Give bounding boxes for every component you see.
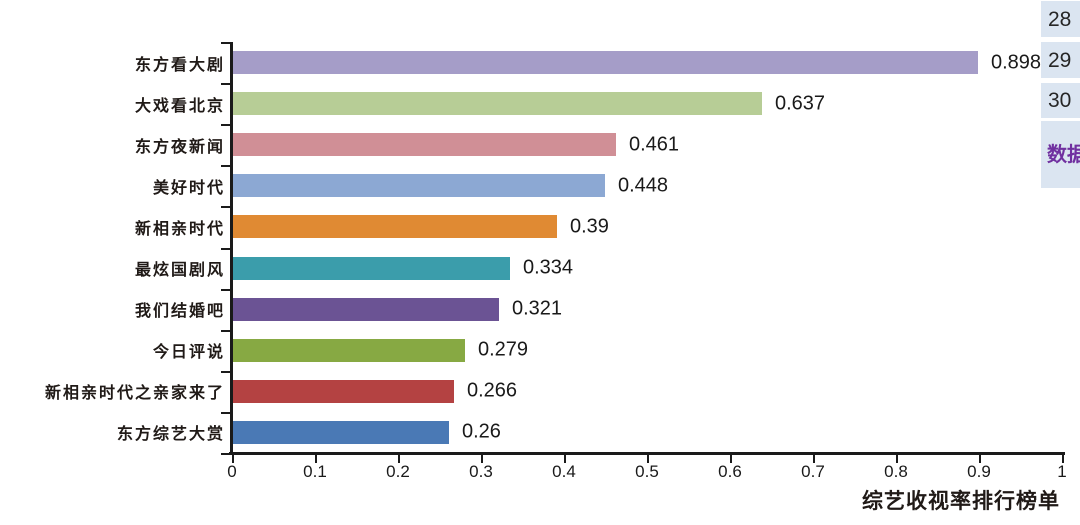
x-tick-label: 0.7 [801, 462, 825, 481]
x-tick-label: 0.8 [884, 462, 908, 481]
y-axis-tick [221, 42, 231, 44]
category-label: 东方夜新闻 [134, 138, 225, 156]
value-label: 0.321 [512, 297, 563, 320]
value-label: 0.461 [629, 133, 680, 156]
bar [233, 420, 449, 444]
category-label: 大戏看北京 [134, 97, 225, 115]
y-axis-tick [221, 165, 231, 167]
bar [233, 133, 616, 157]
y-axis-tick [221, 124, 231, 126]
bar [233, 174, 605, 198]
bar [233, 215, 557, 239]
x-axis-tick [232, 454, 234, 463]
x-tick-label: 0.5 [635, 462, 659, 481]
spreadsheet-cell[interactable]: 28 [1041, 1, 1080, 37]
y-axis-tick [221, 83, 231, 85]
x-axis-tick [315, 454, 317, 463]
x-axis-tick [979, 454, 981, 463]
category-label: 东方看大剧 [134, 56, 225, 74]
x-tick-label: 0.6 [718, 462, 742, 481]
x-tick-label: 0.4 [552, 462, 576, 481]
y-axis-tick [221, 206, 231, 208]
x-axis-title: 综艺收视率排行榜单 [862, 489, 1060, 513]
spreadsheet-cell-data-label[interactable]: 数据 [1041, 121, 1080, 188]
category-label: 最炫国剧风 [134, 262, 225, 280]
spreadsheet-strip: 28 29 30 数据 [1041, 0, 1080, 200]
category-label: 我们结婚吧 [134, 303, 225, 321]
category-label: 东方综艺大赏 [116, 426, 225, 444]
category-label: 新相亲时代 [134, 220, 225, 238]
bar [233, 297, 499, 321]
x-axis-tick [896, 454, 898, 463]
value-label: 0.26 [462, 420, 501, 443]
bar [233, 256, 510, 280]
y-axis-tick [221, 412, 231, 414]
x-axis-tick [813, 454, 815, 463]
x-tick-label: 0.9 [967, 462, 991, 481]
x-axis-tick [647, 454, 649, 463]
y-axis-line [230, 42, 233, 455]
value-label: 0.898 [991, 51, 1042, 74]
value-label: 0.279 [478, 338, 529, 361]
category-label: 新相亲时代之亲家来了 [44, 385, 225, 403]
y-axis-tick [221, 330, 231, 332]
bar [233, 92, 762, 116]
x-axis-tick [398, 454, 400, 463]
x-tick-label: 0 [227, 462, 237, 481]
x-axis-line [229, 452, 1065, 455]
x-tick-label: 0.3 [469, 462, 493, 481]
value-label: 0.334 [523, 256, 574, 279]
y-axis-tick [221, 453, 231, 455]
y-axis-tick [221, 289, 231, 291]
value-label: 0.448 [618, 174, 669, 197]
x-axis-tick [1062, 454, 1064, 463]
value-label: 0.266 [467, 379, 518, 402]
bar [233, 379, 454, 403]
y-axis-tick [221, 248, 231, 250]
bar [233, 51, 978, 75]
spreadsheet-cell[interactable]: 29 [1041, 42, 1080, 78]
x-axis-tick [481, 454, 483, 463]
x-axis-tick [564, 454, 566, 463]
x-axis-tick [730, 454, 732, 463]
value-label: 0.637 [775, 92, 826, 115]
bar [233, 338, 465, 362]
category-label: 美好时代 [152, 179, 225, 197]
x-tick-label: 0.1 [303, 462, 327, 481]
category-label: 今日评说 [152, 344, 225, 362]
y-axis-tick [221, 371, 231, 373]
spreadsheet-cell[interactable]: 30 [1041, 83, 1080, 118]
x-tick-label: 0.2 [386, 462, 410, 481]
value-label: 0.39 [570, 215, 609, 238]
x-tick-label: 1 [1057, 462, 1067, 481]
